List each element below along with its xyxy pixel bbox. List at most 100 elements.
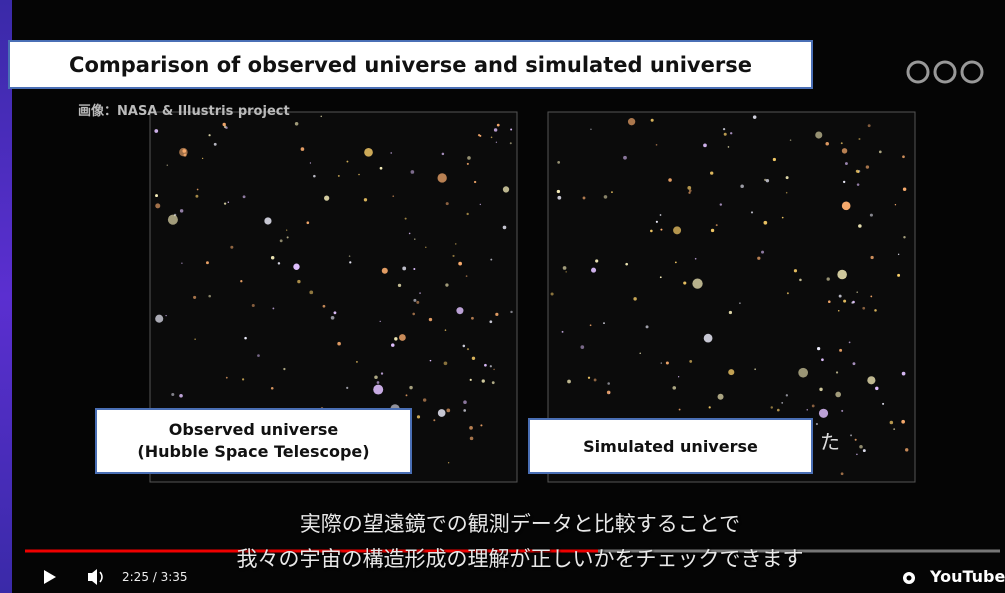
star [394, 337, 397, 340]
star [364, 148, 373, 157]
label-line: Observed universe [169, 419, 338, 441]
star [155, 203, 160, 208]
star [445, 283, 448, 286]
star [356, 361, 358, 363]
star [841, 410, 843, 412]
star [165, 315, 166, 316]
star [781, 402, 783, 404]
star [839, 295, 842, 298]
star [819, 388, 822, 391]
star [807, 409, 808, 410]
star [692, 278, 702, 288]
star [472, 357, 475, 360]
star [417, 415, 420, 418]
star [230, 246, 233, 249]
star [349, 255, 351, 257]
star [856, 170, 859, 173]
star [409, 386, 412, 389]
star [863, 449, 866, 452]
star [456, 307, 463, 314]
star [790, 139, 791, 140]
star [843, 181, 845, 183]
star [633, 297, 636, 300]
star [448, 462, 449, 463]
star [839, 349, 842, 352]
star [380, 321, 381, 322]
star [661, 362, 662, 363]
star [782, 217, 784, 219]
star [208, 134, 210, 136]
star [154, 129, 158, 133]
star [480, 424, 482, 426]
star [194, 339, 195, 340]
star [651, 119, 654, 122]
star [455, 243, 457, 245]
star [551, 292, 554, 295]
star [323, 305, 326, 308]
star [334, 311, 337, 314]
star [390, 152, 392, 154]
star [478, 134, 480, 136]
star [773, 158, 776, 161]
star [786, 176, 789, 179]
star [660, 276, 662, 278]
star [480, 204, 481, 205]
star [710, 171, 713, 174]
star [853, 362, 856, 365]
star [901, 420, 905, 424]
star [346, 387, 348, 389]
star [442, 153, 445, 156]
star [729, 311, 732, 314]
star [660, 229, 662, 231]
star [240, 280, 242, 282]
star [679, 409, 681, 411]
star [757, 257, 760, 260]
star [841, 472, 844, 475]
star [463, 409, 466, 412]
star [870, 214, 873, 217]
star [771, 406, 773, 408]
star [893, 428, 895, 430]
star [851, 302, 853, 304]
star [720, 203, 722, 205]
star [181, 263, 182, 264]
star [687, 186, 691, 190]
star [445, 329, 447, 331]
star [272, 308, 274, 310]
star [563, 266, 567, 270]
star [845, 162, 848, 165]
star [673, 226, 681, 234]
star [580, 345, 584, 349]
star [310, 162, 311, 163]
video-frame: Comparison of observed universe and simu… [0, 0, 1005, 593]
star [786, 192, 788, 194]
star [764, 221, 768, 225]
star [723, 128, 725, 130]
star [562, 331, 564, 333]
star [683, 281, 686, 284]
star [850, 434, 852, 436]
star [228, 201, 229, 202]
star [482, 379, 485, 382]
star [656, 144, 658, 146]
star [611, 191, 613, 193]
star [293, 264, 299, 270]
star [324, 195, 329, 200]
star [603, 322, 605, 324]
star [703, 143, 707, 147]
star [857, 183, 860, 186]
star [202, 158, 203, 159]
star [862, 307, 865, 310]
star [902, 155, 905, 158]
star [856, 291, 858, 293]
star [689, 360, 692, 363]
star [364, 198, 367, 201]
star [666, 361, 669, 364]
star [595, 259, 598, 262]
star [223, 123, 226, 126]
star [557, 190, 560, 193]
star [868, 124, 871, 127]
star [751, 211, 753, 213]
youtube-logo[interactable]: YouTube [930, 567, 1005, 586]
star [413, 299, 416, 302]
